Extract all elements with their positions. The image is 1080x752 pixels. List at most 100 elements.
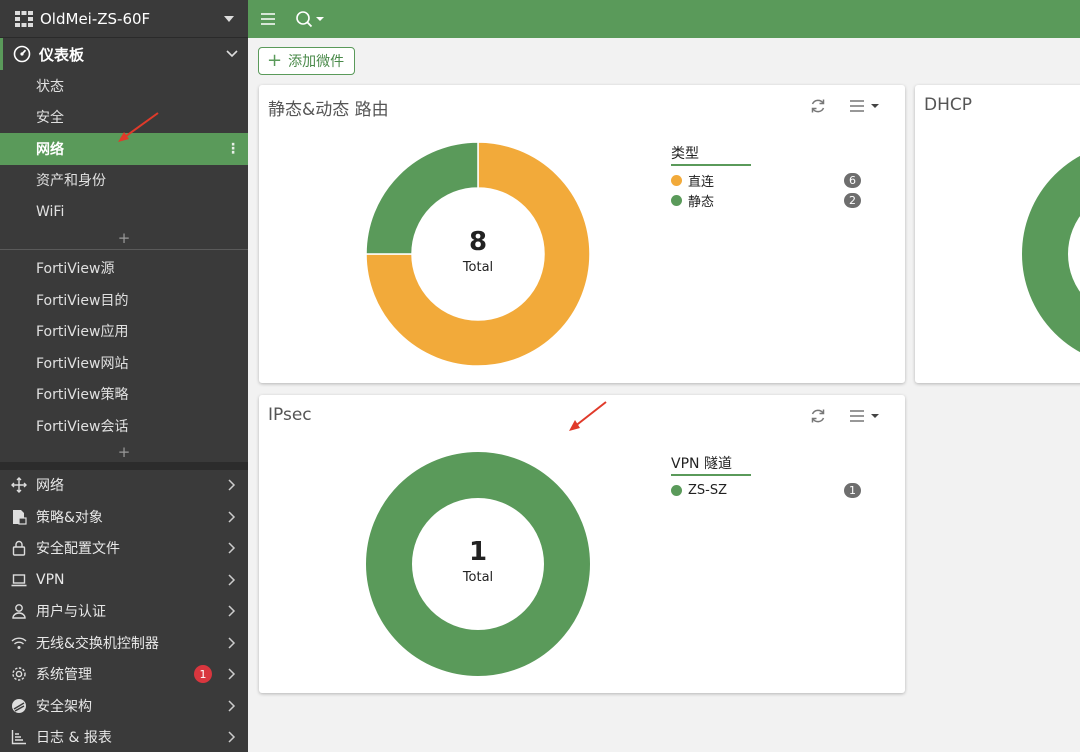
chevron-right-icon (222, 570, 242, 590)
legend-label: 静态 (688, 194, 715, 210)
legend-label: 直连 (688, 174, 715, 190)
routing-widget: 静态&动态 路由 8 Total 类型 直连 6 静态 2 (259, 85, 905, 383)
add-dashboard-plus-icon[interactable]: + (117, 228, 131, 247)
user-icon (10, 602, 28, 620)
sidebar-item-label: 安全 (36, 110, 64, 127)
chevron-right-icon (222, 601, 242, 621)
add-widget-label: 添加微件 (288, 54, 345, 70)
chevron-right-icon (222, 538, 242, 558)
sidebar-item-dashboard[interactable]: 仪表板 (0, 38, 248, 70)
routing-donut-chart (365, 141, 591, 367)
sidebar-item-security-profiles[interactable]: 安全配置文件 (0, 533, 248, 565)
dashboard-content: + 添加微件 静态&动态 路由 8 Total 类型 直连 6 静态 2 (248, 38, 1080, 752)
sidebar-item-label: FortiView源 (36, 261, 115, 278)
sidebar-item-label: 策略&对象 (36, 509, 103, 526)
sidebar-item-network[interactable]: 网络 (0, 470, 248, 502)
refresh-icon[interactable] (809, 407, 827, 425)
legend-count: 6 (844, 172, 861, 188)
donut-segment (1022, 155, 1080, 353)
sidebar-item-label: 网络 (36, 478, 64, 495)
hamburger-menu-icon[interactable] (248, 0, 288, 38)
sidebar-item-label: 仪表板 (39, 45, 85, 64)
sidebar-item-label: 无线&交换机控制器 (36, 635, 159, 652)
legend-title: VPN 隧道 (671, 453, 751, 476)
legend-count: 2 (844, 192, 861, 208)
lock-icon (10, 539, 28, 557)
more-vertical-icon[interactable]: ⋮ (226, 140, 240, 157)
add-fortiview-plus-icon[interactable]: + (117, 442, 131, 461)
widget-title: 静态&动态 路由 (268, 100, 389, 120)
routing-total-value: 8 (468, 227, 488, 257)
sidebar-item-log-report[interactable]: 日志 & 报表 (0, 722, 248, 752)
refresh-icon[interactable] (809, 97, 827, 115)
device-selector[interactable]: OldMei-ZS-60F (0, 0, 248, 38)
sidebar-item-network-dashboard[interactable]: 网络 ⋮ (0, 133, 248, 165)
sidebar-item-label: 状态 (36, 78, 64, 95)
sidebar-item-wireless-switch[interactable]: 无线&交换机控制器 (0, 627, 248, 659)
donut-segment[interactable] (365, 141, 479, 255)
legend-item[interactable]: 静态 2 (671, 190, 861, 210)
sidebar-item-label: 资产和身份 (36, 173, 106, 190)
sidebar-item-label: 网络 (36, 141, 64, 158)
sidebar-item-label: FortiView网站 (36, 355, 129, 372)
widget-title: IPsec (268, 405, 312, 425)
chevron-right-icon (222, 633, 242, 653)
sidebar-item-assets[interactable]: 资产和身份 (0, 165, 248, 197)
sidebar-item-label: FortiView目的 (36, 292, 129, 309)
routing-donut-segments (365, 141, 591, 367)
sidebar-item-fortiview-policies[interactable]: FortiView策略 (0, 379, 248, 411)
sidebar-item-system[interactable]: 系统管理 1 (0, 659, 248, 691)
search-icon[interactable] (288, 0, 332, 38)
caret-down-icon[interactable] (224, 15, 234, 22)
sidebar-item-label: 安全架构 (36, 698, 92, 715)
sidebar-item-security[interactable]: 安全 (0, 102, 248, 134)
widget-title: DHCP (924, 95, 972, 115)
sidebar: OldMei-ZS-60F 仪表板 状态 安全 网络 ⋮ 资产和身份 WiFi +… (0, 0, 248, 752)
widget-menu-icon[interactable] (849, 407, 883, 425)
dhcp-widget: DHCP (915, 85, 1080, 383)
sidebar-item-user-auth[interactable]: 用户与认证 (0, 596, 248, 628)
ipsec-widget: IPsec 1 Total VPN 隧道 ZS-SZ 1 (259, 395, 905, 693)
sidebar-item-fortiview-sessions[interactable]: FortiView会话 (0, 410, 248, 442)
chevron-right-icon (222, 507, 242, 527)
dashboard-icon (13, 45, 31, 63)
dhcp-donut-chart (1022, 155, 1080, 353)
sidebar-item-label: 用户与认证 (36, 604, 106, 621)
sidebar-item-label: FortiView应用 (36, 324, 129, 341)
sidebar-item-fortiview-destinations[interactable]: FortiView目的 (0, 284, 248, 316)
chevron-right-icon (222, 475, 242, 495)
sidebar-item-security-fabric[interactable]: 安全架构 (0, 690, 248, 722)
legend-count: 1 (844, 482, 861, 498)
legend-item[interactable]: 直连 6 (671, 170, 861, 190)
routing-total-label: Total (462, 260, 494, 275)
legend-swatch (671, 484, 682, 496)
divider (0, 461, 248, 470)
sidebar-item-fortiview-sources[interactable]: FortiView源 (0, 253, 248, 285)
sidebar-item-wifi[interactable]: WiFi (0, 196, 248, 228)
add-widget-button[interactable]: + 添加微件 (258, 47, 356, 75)
sidebar-item-label: 日志 & 报表 (36, 730, 112, 747)
sidebar-item-vpn[interactable]: VPN (0, 564, 248, 596)
donut-segment[interactable] (365, 141, 591, 367)
legend-swatch (671, 174, 682, 186)
chevron-right-icon (222, 696, 242, 716)
policy-icon (10, 508, 28, 526)
wifi-icon (10, 634, 28, 652)
divider (0, 248, 248, 250)
ipsec-total-label: Total (462, 570, 494, 585)
move-icon (10, 476, 28, 494)
gear-icon (10, 665, 28, 683)
plus-icon: + (267, 50, 283, 71)
widget-menu-icon[interactable] (849, 97, 883, 115)
sidebar-item-fortiview-websites[interactable]: FortiView网站 (0, 347, 248, 379)
fortigate-logo-icon (14, 9, 34, 29)
chevron-down-icon[interactable] (222, 44, 242, 64)
sidebar-item-policy-objects[interactable]: 策略&对象 (0, 501, 248, 533)
fabric-icon (10, 697, 28, 715)
legend-item[interactable]: ZS-SZ 1 (671, 480, 861, 500)
sidebar-item-status[interactable]: 状态 (0, 70, 248, 102)
sidebar-item-label: 系统管理 (36, 667, 92, 684)
chevron-right-icon (222, 664, 242, 684)
sidebar-item-fortiview-applications[interactable]: FortiView应用 (0, 316, 248, 348)
sidebar-item-label: WiFi (36, 203, 65, 220)
